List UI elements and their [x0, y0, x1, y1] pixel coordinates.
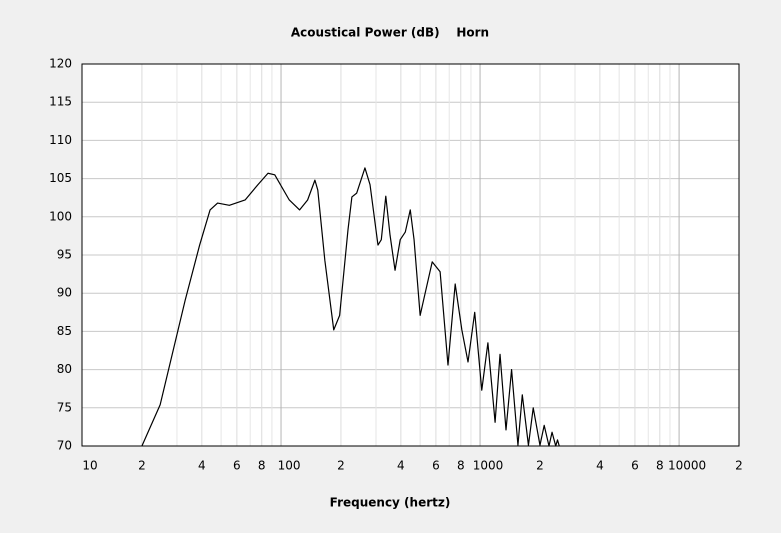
y-tick-label: 85	[57, 324, 72, 338]
x-tick-label: 2	[536, 459, 544, 473]
plot-border	[81, 63, 740, 447]
chart-title: Acoustical Power (dB) Horn	[291, 26, 489, 40]
x-tick-label: 2	[735, 459, 743, 473]
marks	[141, 167, 560, 447]
y-tick-label: 105	[49, 171, 72, 185]
x-tick-label: 10	[82, 459, 97, 473]
y-tick-label: 75	[57, 400, 72, 414]
y-tick-label: 120	[49, 57, 72, 71]
x-tick-label: 8	[457, 459, 465, 473]
x-tick-label: 6	[432, 459, 440, 473]
y-tick-label: 95	[57, 248, 72, 262]
x-tick-label: 4	[198, 459, 206, 473]
x-tick-label: 2	[337, 459, 345, 473]
y-tick-label: 110	[49, 133, 72, 147]
x-tick-label: 1000	[473, 459, 504, 473]
x-tick-label: 8	[258, 459, 266, 473]
x-tick-label: 10000	[668, 459, 706, 473]
x-tick-label: 4	[596, 459, 604, 473]
x-tick-label: 6	[631, 459, 639, 473]
y-tick-label: 70	[57, 439, 72, 453]
y-tick-label: 100	[49, 209, 72, 223]
x-tick-label: 8	[656, 459, 664, 473]
y-tick-label: 90	[57, 286, 72, 300]
x-axis-label: Frequency (hertz)	[330, 496, 451, 510]
x-tick-label: 100	[278, 459, 301, 473]
y-tick-label: 80	[57, 362, 72, 376]
line	[141, 167, 560, 447]
x-tick-label: 2	[138, 459, 146, 473]
x-tick-label: 4	[397, 459, 405, 473]
y-tick-label: 115	[49, 95, 72, 109]
x-tick-label: 6	[233, 459, 241, 473]
